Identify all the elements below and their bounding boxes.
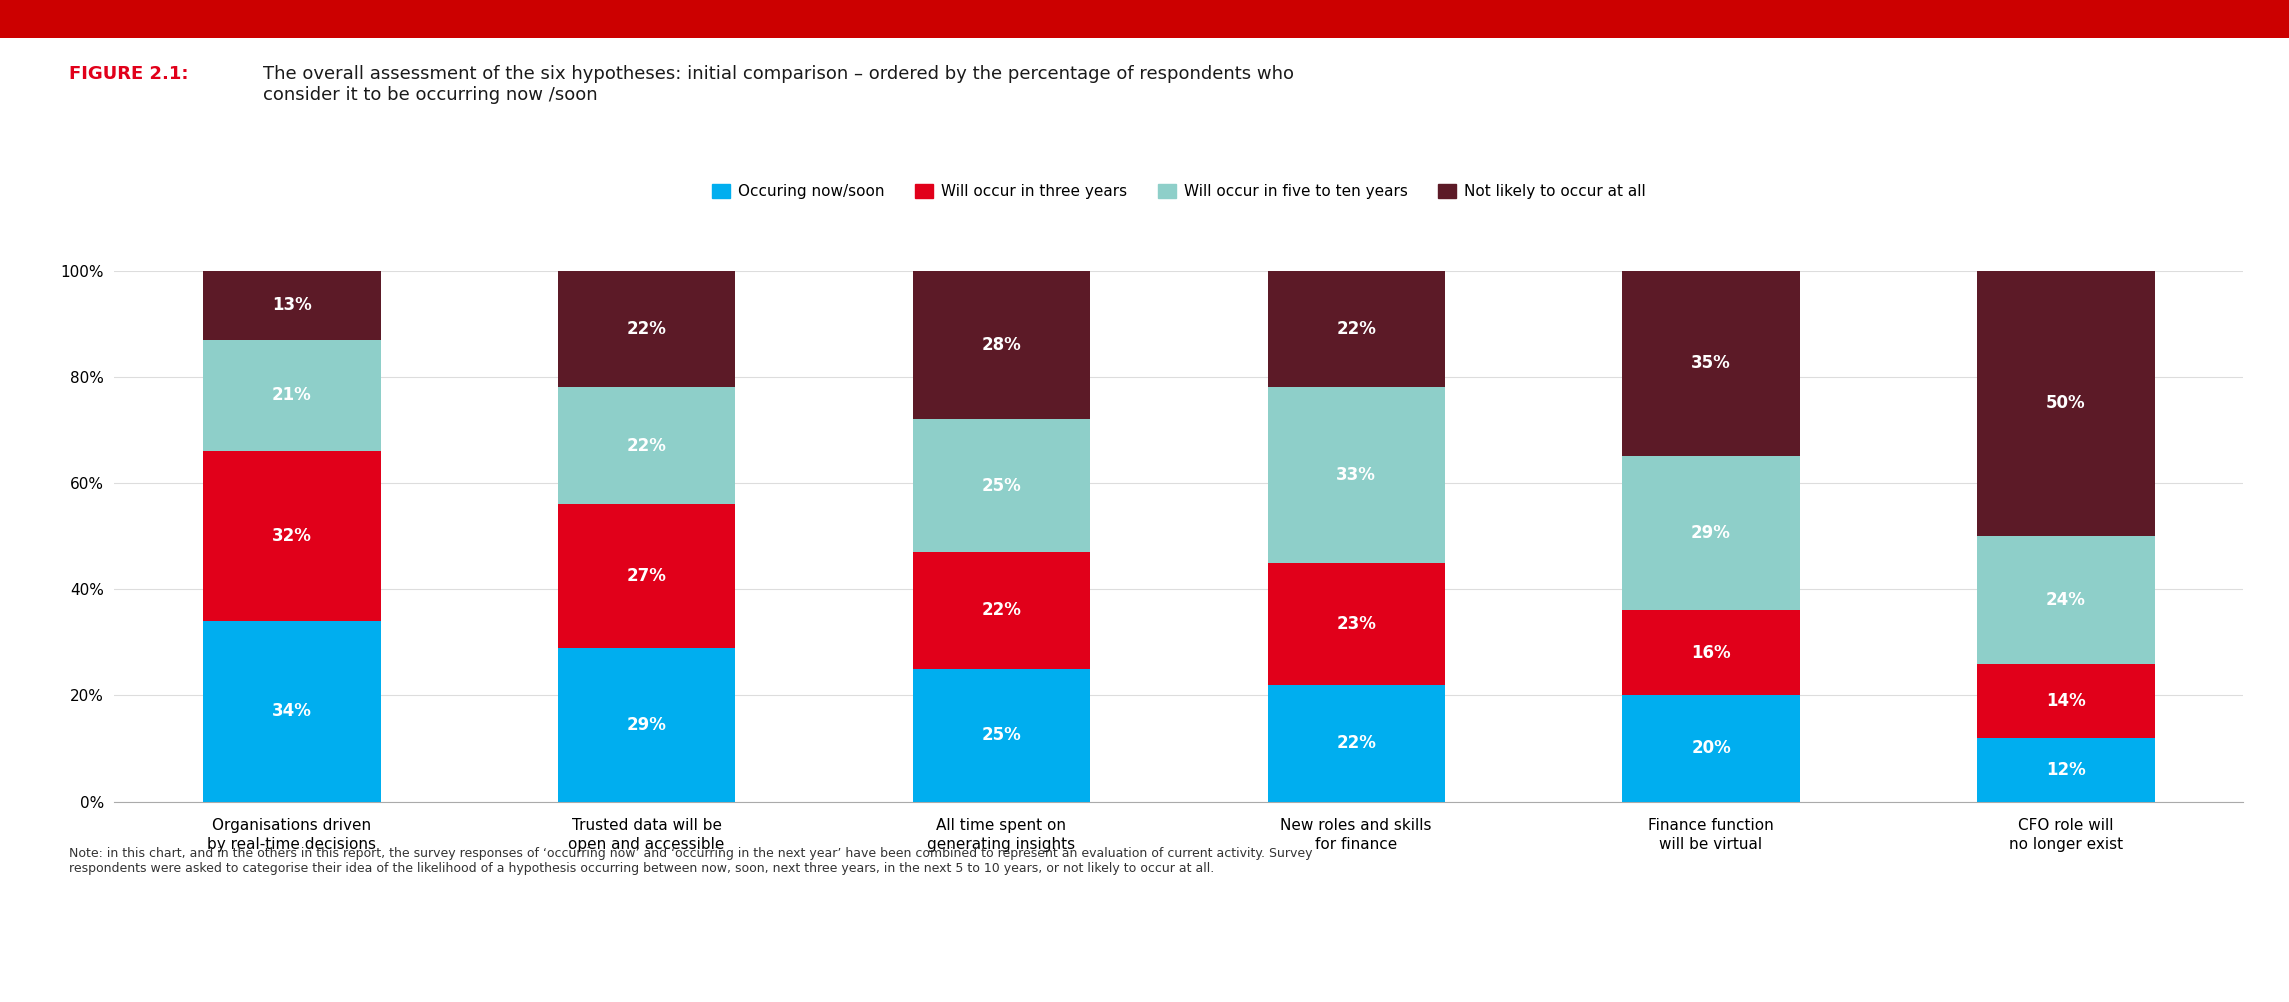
Bar: [913, 271, 1090, 419]
Text: 25%: 25%: [982, 477, 1021, 495]
Bar: [1268, 388, 1444, 562]
Bar: [204, 271, 380, 340]
Text: Note: in this chart, and in the others in this report, the survey responses of ‘: Note: in this chart, and in the others i…: [69, 847, 1312, 875]
Text: 25%: 25%: [982, 726, 1021, 744]
Bar: [1978, 663, 2154, 737]
Text: 16%: 16%: [1692, 644, 1730, 662]
Bar: [1978, 536, 2154, 663]
Legend: Occuring now/soon, Will occur in three years, Will occur in five to ten years, N: Occuring now/soon, Will occur in three y…: [712, 184, 1646, 199]
Text: 13%: 13%: [272, 296, 311, 314]
Bar: [204, 340, 380, 451]
Text: 23%: 23%: [1337, 614, 1376, 632]
Bar: [913, 552, 1090, 669]
Text: 29%: 29%: [1692, 524, 1730, 542]
Bar: [913, 669, 1090, 802]
Text: 34%: 34%: [272, 702, 311, 720]
Text: The overall assessment of the six hypotheses: initial comparison – ordered by th: The overall assessment of the six hypoth…: [263, 65, 1293, 104]
Bar: [559, 504, 735, 647]
Bar: [1268, 271, 1444, 388]
Bar: [1268, 684, 1444, 802]
Text: 22%: 22%: [627, 437, 666, 455]
Text: 50%: 50%: [2046, 395, 2085, 412]
Text: 28%: 28%: [982, 336, 1021, 354]
Text: 12%: 12%: [2046, 761, 2085, 779]
Text: 20%: 20%: [1692, 739, 1730, 758]
Text: 29%: 29%: [627, 715, 666, 733]
Text: 22%: 22%: [1337, 734, 1376, 753]
Text: 32%: 32%: [272, 527, 311, 545]
Bar: [1623, 271, 1799, 457]
Bar: [1623, 457, 1799, 610]
Text: 22%: 22%: [982, 601, 1021, 619]
Text: 33%: 33%: [1337, 466, 1376, 484]
Text: 24%: 24%: [2046, 591, 2085, 609]
Text: 22%: 22%: [1337, 320, 1376, 338]
Bar: [204, 451, 380, 621]
Bar: [1978, 271, 2154, 536]
Text: 22%: 22%: [627, 320, 666, 338]
Text: 21%: 21%: [272, 387, 311, 405]
Bar: [1268, 562, 1444, 684]
Bar: [204, 621, 380, 802]
Bar: [913, 419, 1090, 552]
Bar: [1623, 610, 1799, 695]
Bar: [559, 271, 735, 388]
Text: 35%: 35%: [1692, 355, 1730, 373]
Bar: [559, 647, 735, 802]
Bar: [1623, 695, 1799, 802]
Text: 14%: 14%: [2046, 691, 2085, 709]
Text: FIGURE 2.1:: FIGURE 2.1:: [69, 65, 188, 83]
Text: 27%: 27%: [627, 567, 666, 585]
Bar: [1978, 737, 2154, 802]
Bar: [559, 388, 735, 504]
